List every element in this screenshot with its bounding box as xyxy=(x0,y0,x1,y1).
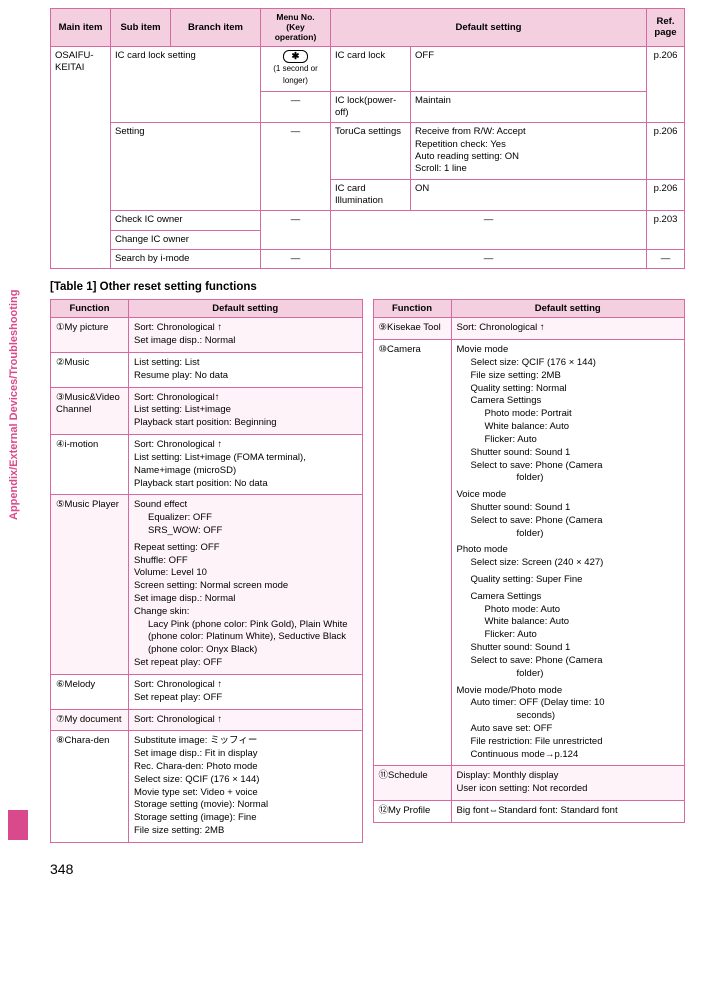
setting-cell: Display: Monthly displayUser icon settin… xyxy=(451,766,685,801)
section-title: [Table 1] Other reset setting functions xyxy=(50,281,685,293)
table-row: ⑩Camera Movie mode Select size: QCIF (17… xyxy=(373,340,685,766)
ref-cell: p.206 xyxy=(647,179,685,211)
table-row: ①My picture Sort: Chronological ↑Set ima… xyxy=(51,318,363,353)
sub-item-cell: IC card lock setting xyxy=(111,46,261,123)
default-label-cell: ToruCa settings xyxy=(331,123,411,179)
setting-cell: Sort: Chronological ↑List setting: List+… xyxy=(129,435,363,495)
menu-cell: — xyxy=(261,123,331,211)
table-row: ④i-motion Sort: Chronological ↑List sett… xyxy=(51,435,363,495)
ref-cell: p.206 xyxy=(647,46,685,123)
reset-functions-left: Function Default setting ①My picture Sor… xyxy=(50,299,363,842)
key-icon: ✱ xyxy=(283,50,309,63)
default-value-cell: — xyxy=(331,211,647,250)
menu-cell: ✱(1 second or longer) xyxy=(261,46,331,91)
col-default-setting: Default setting xyxy=(331,9,647,47)
table-row: ③Music&Video Channel Sort: Chronological… xyxy=(51,387,363,434)
reset-functions-right: Function Default setting ⑨Kisekae Tool S… xyxy=(373,299,686,822)
table-row: Setting — ToruCa settings Receive from R… xyxy=(51,123,685,179)
col-sub-item: Sub item xyxy=(111,9,171,47)
col-menu-no: Menu No.(Key operation) xyxy=(261,9,331,47)
function-cell: ⑧Chara-den xyxy=(51,731,129,843)
function-cell: ⑥Melody xyxy=(51,674,129,709)
table-row: OSAIFU-KEITAI IC card lock setting ✱(1 s… xyxy=(51,46,685,91)
setting-cell: Sound effect Equalizer: OFF SRS_WOW: OFF… xyxy=(129,495,363,675)
table-row: Search by i-mode — — — xyxy=(51,250,685,269)
col-default-setting: Default setting xyxy=(129,300,363,318)
function-cell: ①My picture xyxy=(51,318,129,353)
col-function: Function xyxy=(373,300,451,318)
sub-item-cell: Change IC owner xyxy=(111,230,261,249)
menu-cell: — xyxy=(261,250,331,269)
table-row: ⑨Kisekae Tool Sort: Chronological ↑ xyxy=(373,318,685,340)
function-cell: ③Music&Video Channel xyxy=(51,387,129,434)
default-value-cell: Receive from R/W: AcceptRepetition check… xyxy=(411,123,647,179)
function-cell: ④i-motion xyxy=(51,435,129,495)
settings-table: Main item Sub item Branch item Menu No.(… xyxy=(50,8,685,269)
function-cell: ⑦My document xyxy=(51,709,129,731)
ref-cell: p.203 xyxy=(647,211,685,250)
default-value-cell: — xyxy=(331,250,647,269)
sub-item-cell: Setting xyxy=(111,123,261,211)
default-value-cell: OFF xyxy=(411,46,647,91)
side-section-label: Appendix/External Devices/Troubleshootin… xyxy=(8,290,20,520)
ref-cell: — xyxy=(647,250,685,269)
table-row: ⑦My document Sort: Chronological ↑ xyxy=(51,709,363,731)
default-label-cell: IC card lock xyxy=(331,46,411,91)
setting-cell: Sort: Chronological ↑ xyxy=(451,318,685,340)
table-row: ⑤Music Player Sound effect Equalizer: OF… xyxy=(51,495,363,675)
default-label-cell: IC lock(power-off) xyxy=(331,91,411,123)
col-default-setting: Default setting xyxy=(451,300,685,318)
setting-cell: List setting: ListResume play: No data xyxy=(129,353,363,388)
setting-cell: Sort: Chronological ↑Set image disp.: No… xyxy=(129,318,363,353)
setting-cell: Sort: Chronological ↑ xyxy=(129,709,363,731)
default-label-cell: IC card Illumination xyxy=(331,179,411,211)
table-header-row: Function Default setting xyxy=(51,300,363,318)
ref-cell: p.206 xyxy=(647,123,685,179)
default-value-cell: ON xyxy=(411,179,647,211)
table-header-row: Function Default setting xyxy=(373,300,685,318)
main-item-cell: OSAIFU-KEITAI xyxy=(51,46,111,269)
function-cell: ⑩Camera xyxy=(373,340,451,766)
col-main-item: Main item xyxy=(51,9,111,47)
default-value-cell: Maintain xyxy=(411,91,647,123)
setting-cell: Big font⇔Standard font: Standard font xyxy=(451,801,685,823)
table-row: ⑥Melody Sort: Chronological ↑Set repeat … xyxy=(51,674,363,709)
setting-cell: Sort: Chronological ↑Set repeat play: OF… xyxy=(129,674,363,709)
menu-cell: — xyxy=(261,211,331,250)
setting-cell: Substitute image: ミッフィーSet image disp.: … xyxy=(129,731,363,843)
setting-cell: Movie mode Select size: QCIF (176 × 144)… xyxy=(451,340,685,766)
function-cell: ②Music xyxy=(51,353,129,388)
page-number: 348 xyxy=(50,861,685,877)
table-row: ②Music List setting: ListResume play: No… xyxy=(51,353,363,388)
menu-cell: — xyxy=(261,91,331,123)
table-row: ⑪Schedule Display: Monthly displayUser i… xyxy=(373,766,685,801)
side-tab-marker xyxy=(8,810,28,840)
table-row: ⑫My Profile Big font⇔Standard font: Stan… xyxy=(373,801,685,823)
function-cell: ⑤Music Player xyxy=(51,495,129,675)
function-cell: ⑨Kisekae Tool xyxy=(373,318,451,340)
col-ref-page: Ref.page xyxy=(647,9,685,47)
table-row: ⑧Chara-den Substitute image: ミッフィーSet im… xyxy=(51,731,363,843)
col-branch-item: Branch item xyxy=(171,9,261,47)
col-function: Function xyxy=(51,300,129,318)
sub-item-cell: Check IC owner xyxy=(111,211,261,230)
function-cell: ⑫My Profile xyxy=(373,801,451,823)
function-cell: ⑪Schedule xyxy=(373,766,451,801)
setting-cell: Sort: Chronological↑List setting: List+i… xyxy=(129,387,363,434)
table-row: Check IC owner — — p.203 xyxy=(51,211,685,230)
table-header-row: Main item Sub item Branch item Menu No.(… xyxy=(51,9,685,47)
sub-item-cell: Search by i-mode xyxy=(111,250,261,269)
